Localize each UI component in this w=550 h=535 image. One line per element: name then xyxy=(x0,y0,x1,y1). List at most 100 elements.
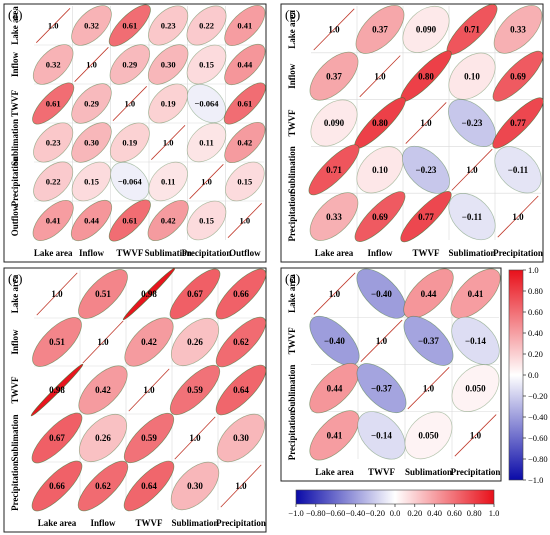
correlation-value: 0.32 xyxy=(46,59,61,69)
matrix-cell: 0.69 xyxy=(354,191,406,242)
colorbar-tick-label: 0.80 xyxy=(528,286,543,296)
correlation-value: 0.23 xyxy=(161,20,176,30)
correlation-ellipse xyxy=(450,268,501,319)
matrix-cell: 0.32 xyxy=(71,5,112,46)
row-label: Precipitation xyxy=(10,461,20,511)
correlation-value: 0.62 xyxy=(95,481,111,491)
correlation-ellipse xyxy=(109,44,150,85)
matrix-cell: 0.42 xyxy=(78,365,128,415)
correlation-ellipse xyxy=(404,411,453,460)
correlation-value: 0.61 xyxy=(122,20,137,30)
correlation-ellipse xyxy=(354,191,406,242)
correlation-value: 0.10 xyxy=(372,165,388,175)
matrix-cell: 0.67 xyxy=(31,412,83,464)
matrix-cell: 1.0 xyxy=(313,8,355,51)
correlation-value: −0.11 xyxy=(462,212,483,222)
correlation-ellipse xyxy=(356,268,407,319)
correlation-value: 1.0 xyxy=(51,289,63,299)
column-label: Precipitation xyxy=(493,248,543,258)
matrix-cell: 0.44 xyxy=(309,363,360,414)
correlation-ellipse xyxy=(356,363,407,414)
matrix-cell: 0.67 xyxy=(169,268,221,320)
correlation-ellipse xyxy=(215,364,267,416)
correlation-ellipse xyxy=(448,193,496,241)
correlation-ellipse xyxy=(170,317,220,367)
correlation-value: 0.090 xyxy=(416,25,437,35)
row-label: Outflow xyxy=(10,204,20,236)
column-label: Inflow xyxy=(79,248,105,258)
matrix-cell: 0.80 xyxy=(400,50,452,102)
correlation-ellipse xyxy=(215,268,267,320)
column-label: Lake area xyxy=(38,518,77,528)
colorbar-tick-label: −0.20 xyxy=(528,391,548,401)
matrix-cell: 0.37 xyxy=(309,51,359,101)
column-label: Outflow xyxy=(229,248,261,258)
panel-label: (a) xyxy=(8,7,22,22)
matrix-cell: 0.23 xyxy=(33,122,74,163)
matrix-cell: 0.42 xyxy=(124,317,174,367)
colorbar-tick-label: −0.20 xyxy=(365,508,385,518)
diagonal-line xyxy=(128,368,170,412)
correlation-ellipse xyxy=(122,267,176,321)
correlation-ellipse xyxy=(186,122,227,163)
matrix-cell: 0.29 xyxy=(109,44,150,85)
correlation-value: 0.41 xyxy=(468,289,484,299)
correlation-value: 0.37 xyxy=(372,25,388,35)
correlation-value: 0.71 xyxy=(464,25,480,35)
correlation-ellipse xyxy=(186,44,227,85)
correlation-panel: 1.0 0.51 0.98 0.67 0.66 0.51 1.0 0.42 0.26 0.62 0.… xyxy=(3,267,267,533)
diagonal-line xyxy=(360,319,403,362)
matrix-cell: 1.0 xyxy=(405,102,447,144)
correlation-value: 0.30 xyxy=(84,137,99,147)
correlation-value: 0.15 xyxy=(199,59,214,69)
colorbar-tick-label: −0.60 xyxy=(528,433,548,443)
correlation-value: 0.41 xyxy=(237,20,252,30)
correlation-ellipse xyxy=(170,461,220,511)
correlation-value: −0.23 xyxy=(462,118,483,128)
correlation-ellipse xyxy=(186,83,227,124)
matrix-cell: 1.0 xyxy=(128,368,170,412)
colorbar-layer: 1.00.800.600.400.200.0−0.20−0.40−0.60−0.… xyxy=(288,265,547,518)
row-label: Inflow xyxy=(287,63,297,89)
correlation-value: 0.42 xyxy=(237,137,252,147)
correlation-value: 0.98 xyxy=(141,289,157,299)
correlation-value: 0.67 xyxy=(49,433,65,443)
colorbar-gradient xyxy=(508,269,524,481)
correlation-ellipse xyxy=(403,315,454,366)
matrix-cell: 0.51 xyxy=(32,317,82,367)
colorbar-tick-label: −1.0 xyxy=(288,508,303,518)
correlation-value: 1.0 xyxy=(235,481,247,491)
correlation-ellipse xyxy=(124,317,174,367)
column-label: TWVF xyxy=(368,467,396,477)
row-label: Lake area xyxy=(287,274,297,313)
correlation-ellipse xyxy=(109,122,150,163)
colorbar-tick-label: −1.0 xyxy=(528,475,543,485)
matrix-cell: 0.26 xyxy=(170,317,220,367)
panel-frame xyxy=(3,3,267,263)
colorbar-tick-label: −0.40 xyxy=(528,412,548,422)
diagonal-line xyxy=(36,8,71,43)
diagonal-line xyxy=(36,272,78,316)
colorbar-tick-label: 0.60 xyxy=(447,508,462,518)
matrix-cell: 0.15 xyxy=(186,44,227,85)
diagonal-line xyxy=(451,148,493,191)
matrix-cell: 1.0 xyxy=(112,86,147,121)
correlation-value: 0.33 xyxy=(510,25,526,35)
correlation-ellipse xyxy=(492,50,544,102)
matrix-cell: 0.15 xyxy=(186,200,227,241)
correlation-value: 0.33 xyxy=(326,212,342,222)
correlation-ellipse xyxy=(33,122,74,163)
colorbar-tick-label: −0.60 xyxy=(326,508,346,518)
correlation-ellipse xyxy=(169,268,221,320)
horizontal-colorbar: −1.0 −0.80 −0.60 −0.40 −0.20 0.0 0.20 0.40 0.60 0… xyxy=(288,489,499,518)
matrix-cell: 0.66 xyxy=(215,268,267,320)
correlation-ellipse xyxy=(33,161,74,202)
correlation-ellipse xyxy=(224,5,266,46)
diagonal-line xyxy=(454,414,497,457)
correlation-value: 0.37 xyxy=(326,71,342,81)
matrix-cell: −0.064 xyxy=(110,161,150,202)
matrix-cell: 0.51 xyxy=(78,269,128,319)
correlation-value: 0.22 xyxy=(46,176,61,186)
matrix-cell: 1.0 xyxy=(227,203,262,238)
correlation-ellipse xyxy=(108,199,151,242)
